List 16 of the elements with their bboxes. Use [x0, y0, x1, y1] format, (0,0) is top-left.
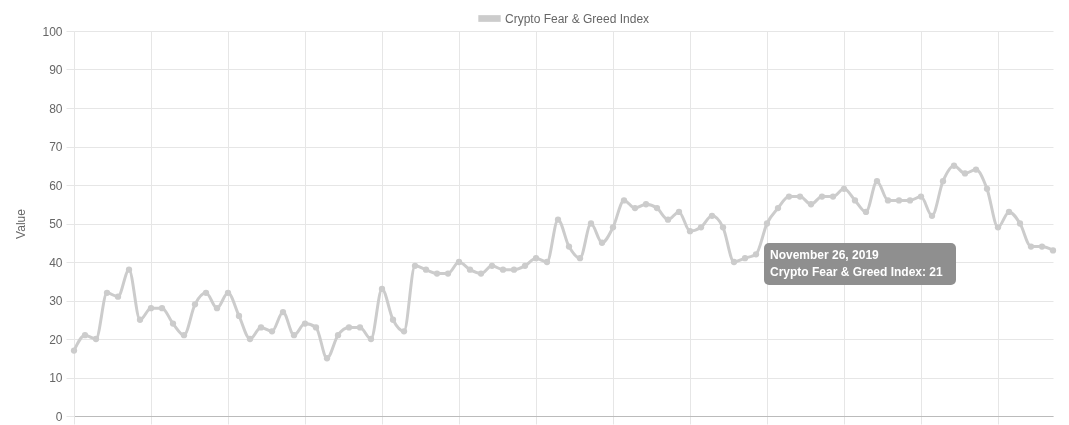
y-tick-label: 50 — [49, 217, 63, 231]
legend-label: Crypto Fear & Greed Index — [505, 11, 650, 26]
y-tick-label: 70 — [49, 140, 63, 154]
y-tick-label: 100 — [42, 24, 63, 39]
y-tick-label: 60 — [49, 178, 63, 193]
annotation: Crypto Fear & Greed Index: 21 — [770, 264, 944, 281]
y-tick-label: 10 — [49, 371, 63, 385]
annotation: November 26, 2019 — [770, 247, 880, 264]
y-tick-label: 20 — [49, 332, 63, 347]
y-tick-label: 40 — [49, 255, 63, 270]
y-tick-label: 30 — [49, 294, 63, 308]
tooltip-box: November 26, 2019 Crypto Fear & Greed Index: 21 — [764, 243, 956, 285]
y-axis-title: Value — [14, 208, 29, 239]
y-tick-label: 90 — [49, 63, 63, 77]
y-tick-label: 0 — [55, 409, 63, 424]
y-tick-label: 80 — [49, 101, 63, 116]
